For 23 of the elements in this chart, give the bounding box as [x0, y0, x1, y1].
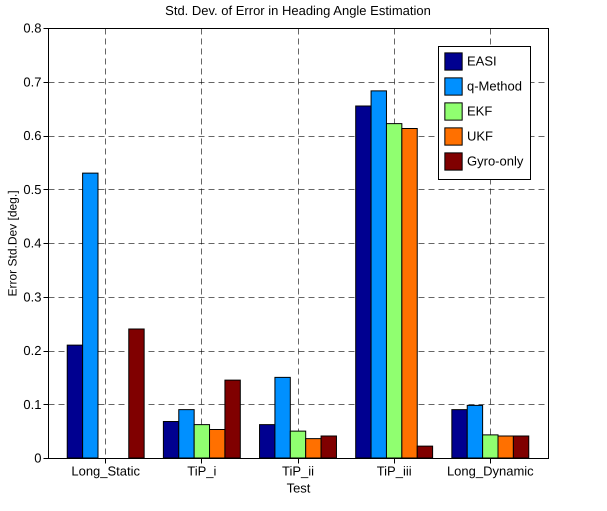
y-tick-label: 0.7 — [23, 74, 42, 90]
legend-label: EKF — [467, 104, 492, 118]
x-tick-label: TiP_iii — [376, 464, 412, 478]
y-tick-label: 0.1 — [23, 396, 42, 412]
y-axis-title: Error Std.Dev [deg.] — [5, 190, 20, 297]
legend-label: UKF — [467, 128, 494, 144]
y-tick-label: 0 — [34, 450, 42, 466]
legend-label: q-Method — [467, 78, 522, 94]
y-tick-label: 0.5 — [23, 182, 42, 197]
legend-label: EASI — [467, 54, 497, 68]
y-tick-label: 0.6 — [23, 128, 42, 143]
y-tick-label: 0.2 — [23, 343, 42, 358]
x-tick-label: TiP_ii — [282, 464, 314, 478]
x-tick-label: Long_Static — [71, 464, 141, 478]
legend-label: Gyro-only — [467, 154, 524, 168]
y-tick-label: 0.8 — [23, 20, 42, 36]
y-tick-label: 0.3 — [23, 289, 42, 304]
bar — [128, 328, 145, 458]
x-tick-label: TiP_i — [187, 464, 217, 478]
chart-title: Std. Dev. of Error in Heading Angle Estimation — [165, 3, 431, 18]
y-tick-label: 0.4 — [23, 236, 42, 250]
x-axis-title: Test — [286, 480, 311, 496]
x-tick-label: Long_Dynamic — [446, 464, 534, 478]
